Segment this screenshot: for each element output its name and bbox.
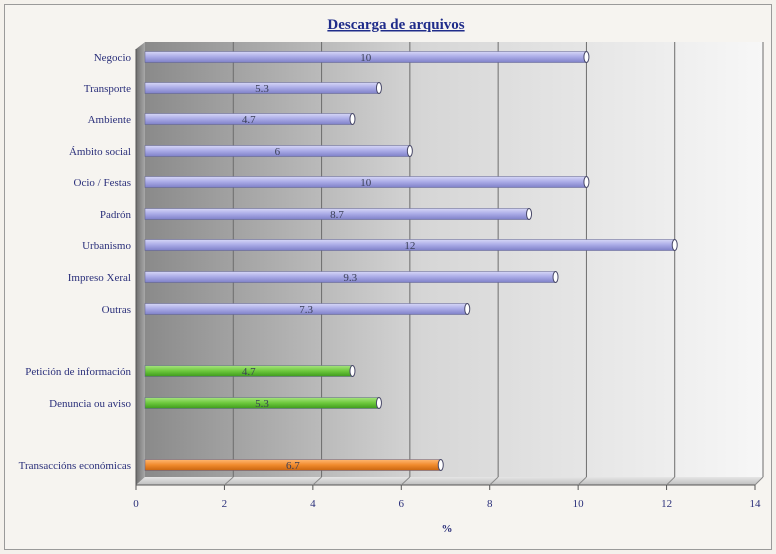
bar-end-cap	[671, 239, 678, 251]
gridline-floor	[400, 476, 411, 486]
category-label: Transaccións económicas	[19, 460, 131, 472]
category-label: Padrón	[100, 209, 132, 221]
x-tick-label: 2	[222, 498, 228, 510]
bar-end-cap	[583, 51, 590, 63]
gridline-floor	[666, 476, 676, 486]
x-tick-label: 14	[750, 498, 762, 510]
bar-value-label: 4.7	[242, 366, 256, 378]
bar-end-cap	[349, 113, 356, 125]
bar-value-label: 6.7	[286, 460, 300, 472]
gridline-floor	[754, 476, 764, 486]
bar-value-label: 4.7	[242, 114, 256, 126]
bar-value-label: 9.3	[343, 272, 357, 284]
gridline-floor	[312, 476, 322, 486]
plot-side-wall	[136, 42, 145, 485]
bar-end-cap	[406, 145, 413, 157]
category-label: Impreso Xeral	[68, 272, 131, 284]
bar-value-label: 5.3	[255, 83, 269, 95]
bar-end-cap	[526, 208, 533, 220]
plot-floor	[136, 477, 763, 485]
bar-end-cap	[437, 459, 444, 471]
category-label: Outras	[102, 304, 131, 316]
category-labels: Negocio Transporte Ambiente Ámbito social Oc…	[19, 52, 132, 472]
bar-end-cap	[375, 82, 382, 94]
category-label: Petición de información	[25, 366, 131, 378]
x-tick-label: 8	[487, 498, 493, 510]
category-label: Negocio	[94, 52, 132, 64]
category-label: Denuncia ou aviso	[49, 398, 131, 410]
chart-title: Descarga de arquivos	[327, 17, 464, 33]
bar-end-cap	[583, 176, 590, 188]
bar-end-cap	[552, 271, 559, 283]
x-tick-label: 6	[399, 498, 405, 510]
bar-value-label: 10	[360, 52, 372, 64]
bar-value-label: 8.7	[330, 209, 344, 221]
gridline-floor	[489, 476, 499, 486]
bar-chart: Descarga de arquivos 0 2 4 6 8 10 12 14 10 5.3 4.…	[19, 17, 764, 535]
x-axis-ticks: 0 2 4 6 8 10 12 14	[133, 485, 761, 510]
bars: 10 5.3 4.7 6 10 8.7 12 9.3 7.3 4.7 5.3 6.7	[144, 51, 678, 472]
category-label: Ámbito social	[69, 146, 131, 158]
bar-end-cap	[349, 365, 356, 377]
category-label: Ocio / Festas	[74, 177, 131, 189]
bar-end-cap	[464, 303, 471, 315]
bar-value-label: 10	[360, 177, 372, 189]
bar-value-label: 7.3	[299, 304, 313, 316]
x-tick-label: 0	[133, 498, 139, 510]
category-label: Urbanismo	[82, 240, 131, 252]
bar-value-label: 12	[404, 240, 415, 252]
x-tick-label: 12	[661, 498, 672, 510]
gridline-floor	[577, 476, 587, 486]
x-axis-title: %	[442, 523, 453, 535]
category-label: Ambiente	[88, 114, 131, 126]
category-label: Transporte	[84, 83, 131, 95]
bar-end-cap	[375, 397, 382, 409]
chart-frame: Descarga de arquivos 0 2 4 6 8 10 12 14 10 5.3 4.…	[4, 4, 772, 550]
x-tick-label: 4	[310, 498, 316, 510]
gridline-floor	[224, 476, 234, 486]
bar-value-label: 5.3	[255, 398, 269, 410]
plot-back-wall	[145, 42, 763, 477]
x-tick-label: 10	[573, 498, 585, 510]
bar-value-label: 6	[275, 146, 281, 158]
